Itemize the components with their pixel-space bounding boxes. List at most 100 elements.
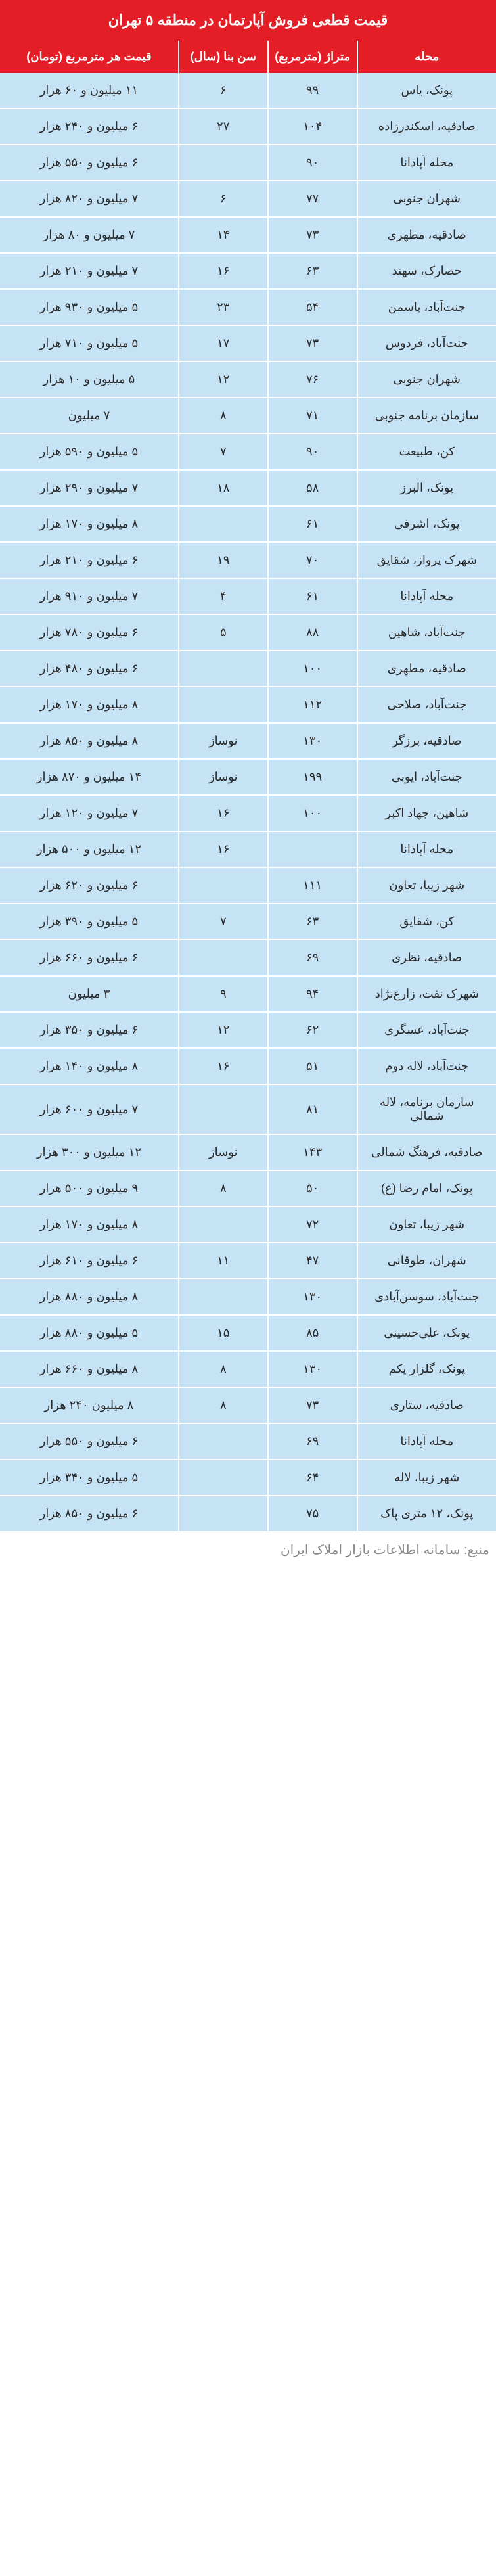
table-cell: ۸ میلیون و ۱۷۰ هزار: [0, 687, 179, 723]
table-cell: صادقیه، ستاری: [357, 1387, 496, 1423]
table-cell: ۱۲: [179, 1012, 268, 1048]
table-row: شهران جنوبی۷۶۱۲۵ میلیون و ۱۰ هزار: [0, 361, 496, 398]
table-cell: شاهین، جهاد اکبر: [357, 795, 496, 831]
table-cell: حصارک، سهند: [357, 253, 496, 289]
table-cell: ۶۳: [268, 904, 357, 940]
table-cell: جنت‌آباد، عسگری: [357, 1012, 496, 1048]
table-cell: پونک، یاس: [357, 73, 496, 108]
table-cell: [179, 1423, 268, 1460]
table-cell: ۸: [179, 1387, 268, 1423]
table-row: صادقیه، نظری۶۹۶ میلیون و ۶۶۰ هزار: [0, 940, 496, 976]
table-cell: ۶۱: [268, 506, 357, 542]
table-cell: کن، شقایق: [357, 904, 496, 940]
table-cell: [179, 1460, 268, 1496]
table-cell: ۶: [179, 73, 268, 108]
table-cell: ۷۶: [268, 361, 357, 398]
table-cell: پونک، البرز: [357, 470, 496, 506]
table-cell: ۲۷: [179, 108, 268, 145]
table-cell: شهرک نفت، زارع‌نژاد: [357, 976, 496, 1012]
table-cell: [179, 1207, 268, 1243]
table-cell: ۷ میلیون و ۸۲۰ هزار: [0, 181, 179, 217]
table-cell: ۶۳: [268, 253, 357, 289]
table-cell: ۱۲ میلیون و ۵۰۰ هزار: [0, 831, 179, 867]
table-row: شهرک نفت، زارع‌نژاد۹۴۹۳ میلیون: [0, 976, 496, 1012]
table-cell: ۷: [179, 434, 268, 470]
table-cell: ۵۱: [268, 1048, 357, 1084]
col-header-price: قیمت هر مترمربع (تومان): [0, 41, 179, 73]
table-cell: شهران، طوقانی: [357, 1243, 496, 1279]
table-cell: ۸ میلیون و ۱۴۰ هزار: [0, 1048, 179, 1084]
table-cell: پونک، گلزار یکم: [357, 1351, 496, 1387]
table-cell: ۹: [179, 976, 268, 1012]
table-cell: ۱۸: [179, 470, 268, 506]
table-row: صادقیه، اسکندرزاده۱۰۴۲۷۶ میلیون و ۲۴۰ هز…: [0, 108, 496, 145]
table-cell: ۶ میلیون و ۶۶۰ هزار: [0, 940, 179, 976]
table-cell: ۶۴: [268, 1460, 357, 1496]
table-cell: صادقیه، برزگر: [357, 723, 496, 759]
table-cell: جنت‌آباد، شاهین: [357, 614, 496, 651]
table-cell: ۱۳۰: [268, 723, 357, 759]
table-cell: ۶۹: [268, 940, 357, 976]
table-cell: صادقیه، مطهری: [357, 217, 496, 253]
table-cell: ۶ میلیون و ۲۴۰ هزار: [0, 108, 179, 145]
table-cell: ۵ میلیون و ۵۹۰ هزار: [0, 434, 179, 470]
table-cell: ۶ میلیون و ۵۵۰ هزار: [0, 1423, 179, 1460]
table-cell: نوساز: [179, 1134, 268, 1170]
table-cell: ۷: [179, 904, 268, 940]
col-header-age: سن بنا (سال): [179, 41, 268, 73]
table-cell: پونک، ۱۲ متری پاک: [357, 1496, 496, 1532]
table-cell: ۳ میلیون: [0, 976, 179, 1012]
table-cell: ۹۴: [268, 976, 357, 1012]
table-cell: ۲۳: [179, 289, 268, 325]
table-cell: ۷۵: [268, 1496, 357, 1532]
table-row: کن، طبیعت۹۰۷۵ میلیون و ۵۹۰ هزار: [0, 434, 496, 470]
table-cell: ۶ میلیون و ۵۵۰ هزار: [0, 145, 179, 181]
table-cell: شهران جنوبی: [357, 361, 496, 398]
table-cell: [179, 1279, 268, 1315]
table-cell: [179, 1084, 268, 1134]
table-cell: ۶۲: [268, 1012, 357, 1048]
table-cell: ۸ میلیون ۲۴۰ هزار: [0, 1387, 179, 1423]
table-cell: ۸ میلیون و ۶۶۰ هزار: [0, 1351, 179, 1387]
table-row: جنت‌آباد، فردوس۷۳۱۷۵ میلیون و ۷۱۰ هزار: [0, 325, 496, 361]
table-row: شهران، طوقانی۴۷۱۱۶ میلیون و ۶۱۰ هزار: [0, 1243, 496, 1279]
table-cell: ۱۶: [179, 1048, 268, 1084]
table-cell: ۱۷: [179, 325, 268, 361]
table-cell: ۶ میلیون و ۸۵۰ هزار: [0, 1496, 179, 1532]
table-cell: ۱۲ میلیون و ۳۰۰ هزار: [0, 1134, 179, 1170]
table-cell: ۵۸: [268, 470, 357, 506]
table-row: جنت‌آباد، لاله دوم۵۱۱۶۸ میلیون و ۱۴۰ هزا…: [0, 1048, 496, 1084]
table-cell: شهران جنوبی: [357, 181, 496, 217]
table-row: جنت‌آباد، عسگری۶۲۱۲۶ میلیون و ۳۵۰ هزار: [0, 1012, 496, 1048]
table-row: سازمان برنامه جنوبی۷۱۸۷ میلیون: [0, 398, 496, 434]
table-cell: ۶ میلیون و ۴۸۰ هزار: [0, 651, 179, 687]
table-cell: پونک، اشرفی: [357, 506, 496, 542]
table-row: جنت‌آباد، صلاحی۱۱۲۸ میلیون و ۱۷۰ هزار: [0, 687, 496, 723]
table-row: محله آپادانا۶۹۶ میلیون و ۵۵۰ هزار: [0, 1423, 496, 1460]
table-row: صادقیه، برزگر۱۳۰نوساز۸ میلیون و ۸۵۰ هزار: [0, 723, 496, 759]
table-cell: ۹۹: [268, 73, 357, 108]
table-row: پونک، علی‌حسینی۸۵۱۵۵ میلیون و ۸۸۰ هزار: [0, 1315, 496, 1351]
table-row: پونک، امام رضا (ع)۵۰۸۹ میلیون و ۵۰۰ هزار: [0, 1170, 496, 1207]
table-cell: محله آپادانا: [357, 578, 496, 614]
table-row: صادقیه، فرهنگ شمالی۱۴۳نوساز۱۲ میلیون و ۳…: [0, 1134, 496, 1170]
table-cell: [179, 1496, 268, 1532]
table-cell: [179, 687, 268, 723]
table-cell: صادقیه، فرهنگ شمالی: [357, 1134, 496, 1170]
table-cell: ۱۰۰: [268, 795, 357, 831]
table-row: پونک، یاس۹۹۶۱۱ میلیون و ۶۰ هزار: [0, 73, 496, 108]
table-cell: ۷۳: [268, 1387, 357, 1423]
price-table: محله متراژ (مترمربع) سن بنا (سال) قیمت ه…: [0, 41, 496, 1532]
table-cell: ۹۰: [268, 434, 357, 470]
table-cell: ۷ میلیون: [0, 398, 179, 434]
table-cell: ۷۳: [268, 217, 357, 253]
table-cell: ۱۶: [179, 253, 268, 289]
table-cell: ۱۱۲: [268, 687, 357, 723]
table-cell: محله آپادانا: [357, 1423, 496, 1460]
table-cell: جنت‌آباد، فردوس: [357, 325, 496, 361]
source-footer: منبع: سامانه اطلاعات بازار املاک ایران: [0, 1532, 496, 1567]
table-cell: ۱۵: [179, 1315, 268, 1351]
table-cell: ۴۷: [268, 1243, 357, 1279]
table-cell: ۷۷: [268, 181, 357, 217]
table-cell: ۶ میلیون و ۲۱۰ هزار: [0, 542, 179, 578]
